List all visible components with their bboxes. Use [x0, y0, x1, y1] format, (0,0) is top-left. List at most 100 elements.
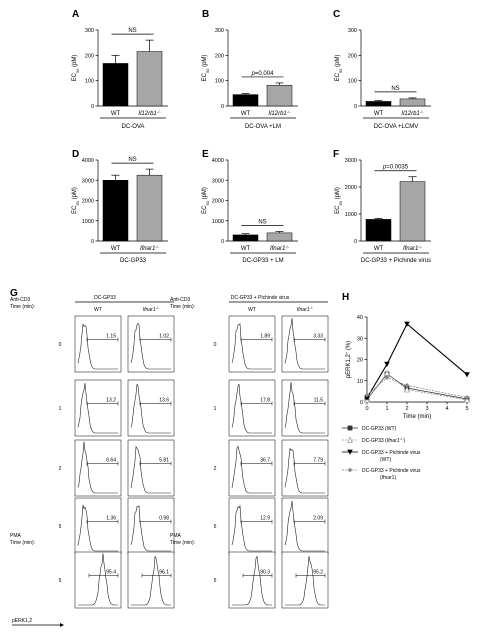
condition-label: DC-GP33 + Pichinde virus — [361, 258, 431, 264]
significance-label: NS — [128, 157, 136, 163]
histogram: 6.64 — [74, 439, 122, 497]
bar — [266, 84, 293, 107]
x-tick-label: 1 — [385, 406, 388, 412]
y-tick-label: 0 — [91, 104, 94, 110]
series-line — [366, 377, 468, 398]
time-row-label: 0 — [214, 342, 217, 348]
gate-percentage: 0.98 — [159, 516, 169, 522]
series-3 — [364, 321, 470, 401]
y-tick-label: 3000 — [212, 178, 224, 184]
x-category-label: Ifnar1-/- — [403, 244, 423, 253]
data-point — [404, 321, 410, 327]
y-tick-label: 20 — [357, 358, 363, 364]
legend-label: DC-GP33 + Pichinde virus — [362, 450, 421, 456]
data-point — [464, 372, 470, 378]
y-axis-label: EC50 (pM) — [335, 55, 343, 82]
histogram-curve — [284, 318, 325, 370]
pma-label: PMA — [10, 533, 22, 539]
histogram-curve — [130, 322, 171, 370]
data-point — [364, 395, 370, 401]
histogram: 2.09 — [281, 497, 329, 555]
y-tick-label: 0 — [354, 104, 357, 110]
bar-panel-c: C 0 100 200 300 EC50 (pM) WT Il12rb1-/- NS DC-OVA… — [333, 9, 431, 130]
time-row-label: 2 — [59, 466, 62, 472]
y-tick-label: 10 — [357, 379, 363, 385]
time-row-label: 1 — [214, 406, 217, 412]
histogram-curve — [284, 500, 325, 552]
y-tick-label: 40 — [357, 315, 363, 321]
gate-percentage: 13.6 — [159, 398, 169, 404]
gate-percentage: 11.5 — [314, 398, 324, 404]
histogram: 3.33 — [281, 315, 329, 373]
histogram: 7.79 — [281, 439, 329, 497]
gate-percentage: 1.36 — [106, 516, 116, 522]
y-tick-label: 0 — [91, 239, 94, 245]
histogram: 95.2 — [281, 551, 329, 609]
histogram-curve — [77, 383, 118, 434]
histogram: 96.1 — [127, 551, 175, 609]
time-row-label: 5 — [214, 524, 217, 530]
column-label: Ifnar1-/- — [143, 305, 160, 314]
gate-percentage: 13.2 — [106, 398, 116, 404]
bar — [232, 94, 259, 107]
x-category-label: Il12rb1-/- — [268, 109, 291, 118]
legend-label: DC-GP33 (Ifnar1-/-) — [362, 436, 405, 445]
histogram: 1.02 — [127, 315, 175, 373]
bar-panel-d: D 0 1000 2000 3000 4000 EC50 (pM) WT Ifnar1-/- NS… — [72, 149, 168, 264]
condition-label: DC-GP33 — [120, 258, 147, 264]
histogram-curve — [285, 556, 325, 606]
gate-percentage: 95.2 — [313, 570, 323, 576]
legend-entry: DC-GP33 (Ifnar1-/-) — [342, 436, 405, 445]
gate-percentage: 7.79 — [313, 458, 323, 464]
legend-label-genotype: (Ifnar1) — [380, 475, 396, 481]
x-category-label: WT — [374, 111, 384, 117]
y-axis-label: pERK1,2+ (%) — [344, 341, 353, 378]
x-tick-label: 0 — [365, 406, 368, 412]
histogram-curve — [231, 323, 272, 370]
bar-panel-e: E 0 1000 2000 3000 4000 EC50 (pM) WT Ifnar1-/- NS… — [202, 149, 298, 264]
y-tick-label: 0 — [360, 400, 363, 406]
condition-label: DC-OVA — [122, 124, 145, 130]
gate-percentage: 96.1 — [159, 570, 169, 576]
data-point — [364, 392, 370, 398]
y-tick-label: 2000 — [82, 199, 94, 205]
gate-percentage: 1.15 — [106, 334, 116, 340]
group-title: DC-GP33 — [94, 295, 116, 301]
panel-letter: H — [342, 292, 349, 303]
legend-label: DC-GP33 + Pichinde virus — [362, 468, 421, 474]
gate-percentage: 6.64 — [106, 458, 116, 464]
x-category-label: WT — [111, 111, 121, 117]
histogram-curve — [130, 383, 171, 434]
histogram: 13.6 — [127, 379, 175, 437]
legend-entry: DC-GP33 + Pichinde virus(Ifnar1) — [342, 467, 421, 481]
x-category-label: WT — [374, 246, 384, 252]
significance-label: NS — [391, 86, 399, 92]
histogram-curve — [78, 553, 118, 606]
significance-label: p=0.0035 — [382, 165, 409, 171]
x-category-label: Il12rb1-/- — [401, 109, 424, 118]
histogram: 17.8 — [228, 379, 276, 437]
bar — [365, 219, 392, 242]
x-tick-label: 3 — [425, 406, 428, 412]
x-tick-label: 2 — [405, 406, 408, 412]
x-category-label: Ifnar1-/- — [270, 244, 290, 253]
histogram: 36.7 — [228, 439, 276, 497]
y-axis-label: EC50 (pM) — [202, 55, 210, 82]
x-category-label: Ifnar1-/- — [140, 244, 160, 253]
series-line — [366, 323, 468, 399]
gate-percentage: 95.4 — [106, 570, 116, 576]
bar-panel-b: B 0 100 200 300 EC50 (pM) WT Il12rb1-/- p=0.004 D… — [202, 9, 298, 130]
histogram-curve — [284, 447, 325, 494]
histogram-curve — [131, 556, 171, 606]
histogram: 11.5 — [281, 379, 329, 437]
x-category-label: WT — [241, 246, 251, 252]
gate-percentage: 3.33 — [313, 334, 323, 340]
x-axis-label: Time (min) — [403, 414, 431, 420]
y-tick-label: 200 — [85, 53, 94, 59]
bar — [232, 234, 259, 242]
y-tick-label: 100 — [215, 79, 224, 85]
y-axis-label: EC50 (pM) — [202, 187, 210, 214]
